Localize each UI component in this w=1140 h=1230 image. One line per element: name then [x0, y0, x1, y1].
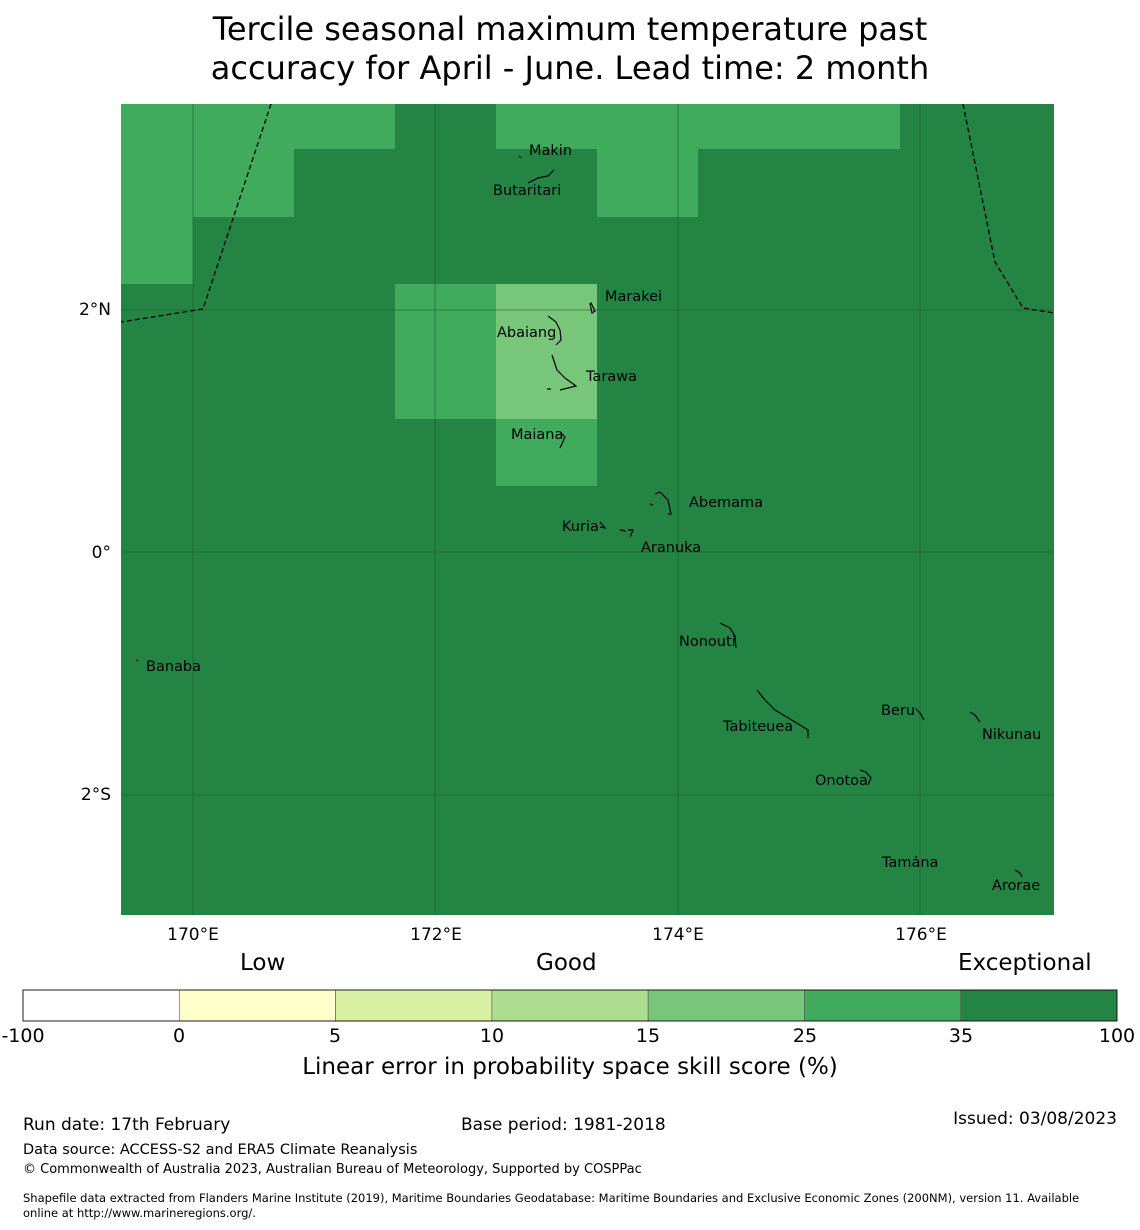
lon-tick: 174°E: [652, 925, 704, 945]
island-aranuka: [619, 529, 634, 538]
colorbar-category-low: Low: [240, 950, 286, 976]
colorbar: [22, 989, 1118, 1022]
colorbar-swatch: [335, 989, 493, 1022]
place-label: Banaba: [146, 659, 201, 675]
lon-tick: 176°E: [895, 925, 947, 945]
colorbar-category-good: Good: [536, 950, 597, 976]
colorbar-tick: -100: [1, 1025, 45, 1047]
lat-tick: 2°S: [81, 785, 111, 805]
place-label: Kuria: [562, 519, 599, 535]
colorbar-swatch: [804, 989, 962, 1022]
gridlines: [121, 104, 1054, 915]
island-kuria: [599, 521, 607, 529]
place-labels: Makin Butaritari Marakei Abaiang Tarawa …: [146, 143, 1041, 894]
colorbar-category-exceptional: Exceptional: [958, 950, 1092, 976]
cell: [193, 104, 294, 217]
copyright: © Commonwealth of Australia 2023, Austra…: [23, 1162, 642, 1177]
island-tabiteuea: [756, 689, 809, 738]
island-nonouti: [719, 622, 737, 649]
lon-tick-labels: 170°E 172°E 174°E 176°E: [167, 925, 947, 945]
colorbar-tick: 0: [172, 1025, 186, 1047]
lat-tick: 2°N: [79, 300, 111, 320]
cell: [496, 419, 597, 486]
place-label: Maiana: [511, 427, 563, 443]
title-line-2: accuracy for April - June. Lead time: 2 …: [210, 49, 930, 87]
place-label: Arorae: [992, 878, 1040, 894]
eez-boundary: [120, 103, 1055, 323]
place-label: Beru: [881, 703, 915, 719]
skill-cells-25-35: [121, 104, 900, 486]
map-title: Tercile seasonal maximum temperature pas…: [0, 10, 1140, 88]
island-makin: [518, 155, 522, 159]
place-label: Makin: [529, 143, 572, 159]
colorbar-tick: 5: [328, 1025, 342, 1047]
place-label: Butaritari: [493, 183, 561, 199]
island-marakei: [589, 301, 596, 314]
colorbar-tick: 10: [479, 1025, 505, 1047]
colorbar-tick: 25: [792, 1025, 818, 1047]
cell: [395, 284, 496, 419]
colorbar-swatch: [491, 989, 649, 1022]
title-line-1: Tercile seasonal maximum temperature pas…: [212, 10, 928, 48]
island-arorae: [1014, 869, 1023, 878]
place-label: Tabiteuea: [722, 719, 793, 735]
place-label: Nikunau: [982, 727, 1041, 743]
island-banaba: [135, 659, 139, 662]
shapefile-credit-2: online at http://www.marineregions.org/.: [23, 1206, 256, 1220]
island-beru: [914, 707, 925, 721]
cell: [597, 149, 698, 217]
islands: [135, 155, 1023, 878]
colorbar-swatch: [22, 989, 180, 1022]
lat-tick: 0°: [92, 543, 111, 563]
place-label: Tarawa: [585, 369, 637, 385]
issued-date: Issued: 03/08/2023: [953, 1109, 1117, 1129]
cell: [121, 104, 193, 284]
map-background: [121, 104, 1054, 915]
data-source: Data source: ACCESS-S2 and ERA5 Climate …: [23, 1142, 418, 1158]
island-tamana: [914, 855, 918, 859]
colorbar-swatch: [178, 989, 336, 1022]
island-butaritari: [527, 169, 555, 184]
colorbar-tick: 35: [948, 1025, 974, 1047]
colorbar-swatch: [960, 989, 1118, 1022]
run-date: Run date: 17th February: [23, 1115, 231, 1135]
place-label: Marakei: [605, 289, 662, 305]
island-abemama-islet: [649, 503, 654, 506]
place-label: Tamana: [881, 855, 938, 871]
island-abaiang: [547, 315, 562, 346]
place-label: Nonouti: [679, 634, 736, 650]
island-onotoa: [859, 769, 872, 786]
cell: [294, 104, 395, 149]
skill-cell-15-25: [496, 284, 597, 419]
island-tarawa: [551, 354, 578, 391]
place-label: Abaiang: [497, 325, 556, 341]
colorbar-tick: 100: [1098, 1025, 1136, 1047]
place-label: Aranuka: [641, 540, 701, 556]
base-period: Base period: 1981-2018: [461, 1115, 666, 1135]
place-label: Onotoa: [815, 773, 868, 789]
island-abemama: [654, 491, 672, 515]
colorbar-swatch: [647, 989, 805, 1022]
shapefile-credit-1: Shapefile data extracted from Flanders M…: [23, 1191, 1080, 1205]
colorbar-label: Linear error in probability space skill …: [302, 1054, 838, 1080]
lon-tick: 172°E: [410, 925, 462, 945]
lat-tick-labels: 2°N 0° 2°S: [79, 300, 111, 805]
island-nikunau: [969, 711, 981, 723]
colorbar-tick: 15: [635, 1025, 661, 1047]
cell: [496, 104, 900, 149]
lon-tick: 170°E: [167, 925, 219, 945]
island-maiana: [559, 431, 566, 449]
colorbar-outline: [22, 989, 1118, 1022]
place-label: Abemama: [689, 495, 763, 511]
